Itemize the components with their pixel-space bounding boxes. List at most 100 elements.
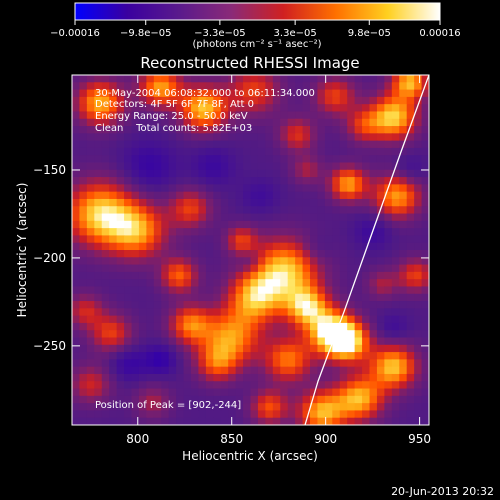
heatmap-cell: [339, 271, 348, 280]
heatmap-cell: [362, 169, 371, 178]
x-tick-label: 800: [126, 432, 149, 446]
heatmap-cell: [354, 104, 363, 113]
heatmap-cell: [72, 198, 81, 207]
heatmap-cell: [101, 228, 110, 237]
heatmap-cell: [421, 155, 429, 164]
heatmap-cell: [183, 235, 192, 244]
heatmap-cell: [235, 96, 244, 105]
heatmap-cell: [235, 140, 244, 149]
heatmap-cell: [138, 147, 147, 156]
heatmap-cell: [198, 381, 207, 390]
heatmap-cell: [183, 228, 192, 237]
heatmap-cell: [124, 242, 133, 251]
heatmap-cell: [101, 133, 110, 142]
heatmap-cell: [339, 330, 348, 339]
heatmap-cell: [280, 220, 289, 229]
heatmap-cell: [369, 279, 378, 288]
heatmap-cell: [220, 257, 229, 266]
heatmap-cell: [228, 126, 237, 134]
heatmap-cell: [295, 191, 304, 200]
heatmap-cell: [109, 111, 118, 120]
heatmap-cell: [79, 337, 88, 346]
heatmap-cell: [310, 118, 319, 127]
heatmap-cell: [347, 126, 356, 134]
heatmap-cell: [414, 403, 423, 412]
heatmap-cell: [198, 184, 207, 193]
heatmap-cell: [220, 89, 229, 98]
heatmap-cell: [302, 381, 311, 390]
heatmap-cell: [116, 147, 125, 156]
heatmap-cell: [310, 410, 319, 419]
heatmap-cell: [265, 301, 274, 309]
heatmap-cell: [421, 410, 429, 419]
heatmap-cell: [347, 330, 356, 339]
heatmap-cell: [250, 155, 259, 164]
heatmap-cell: [138, 162, 147, 171]
heatmap-cell: [317, 104, 326, 113]
heatmap-cell: [302, 206, 311, 215]
heatmap-cell: [205, 191, 214, 200]
heatmap-cell: [339, 89, 348, 98]
heatmap-cell: [198, 417, 207, 425]
heatmap-cell: [295, 118, 304, 127]
heatmap-cell: [153, 322, 162, 331]
heatmap-cell: [138, 250, 147, 258]
heatmap-cell: [168, 75, 177, 83]
heatmap-cell: [302, 322, 311, 331]
heatmap-cell: [205, 235, 214, 244]
heatmap-cell: [243, 373, 252, 382]
heatmap-cell: [228, 257, 237, 266]
heatmap-cell: [287, 118, 296, 127]
heatmap-cell: [295, 198, 304, 207]
heatmap-cell: [384, 111, 393, 120]
heatmap-cell: [183, 169, 192, 178]
heatmap-cell: [191, 198, 200, 207]
heatmap-cell: [347, 82, 356, 91]
heatmap-cell: [153, 111, 162, 120]
heatmap-cell: [205, 264, 214, 273]
heatmap-cell: [354, 381, 363, 390]
heatmap-cell: [332, 388, 341, 397]
heatmap-cell: [124, 410, 133, 419]
heatmap-cell: [79, 147, 88, 156]
heatmap-cell: [369, 213, 378, 222]
heatmap-cell: [243, 206, 252, 215]
heatmap-cell: [324, 82, 333, 91]
heatmap-cell: [124, 162, 133, 171]
heatmap-cell: [406, 337, 415, 346]
heatmap-cell: [183, 373, 192, 382]
heatmap-cell: [414, 330, 423, 339]
heatmap-cell: [228, 403, 237, 412]
heatmap-cell: [161, 301, 170, 309]
heatmap-cell: [362, 242, 371, 251]
heatmap-cell: [161, 177, 170, 185]
heatmap-cell: [198, 75, 207, 83]
heatmap-cell: [168, 198, 177, 207]
heatmap-cell: [146, 235, 155, 244]
heatmap-cell: [205, 373, 214, 382]
heatmap-cell: [257, 279, 266, 288]
heatmap-cell: [146, 417, 155, 425]
heatmap-cell: [183, 286, 192, 295]
header-line-4: Clean Total counts: 5.82E+03: [95, 123, 252, 134]
heatmap-cell: [354, 359, 363, 368]
heatmap-cell: [272, 352, 281, 360]
heatmap-cell: [235, 89, 244, 98]
heatmap-cell: [191, 220, 200, 229]
heatmap-cell: [406, 403, 415, 412]
heatmap-cell: [235, 118, 244, 127]
heatmap-cell: [257, 322, 266, 331]
heatmap-cell: [131, 96, 140, 105]
heatmap-cell: [116, 184, 125, 193]
heatmap-cell: [213, 264, 222, 273]
heatmap-cell: [116, 337, 125, 346]
heatmap-cell: [391, 147, 400, 156]
heatmap-cell: [94, 89, 103, 98]
heatmap-cell: [116, 206, 125, 215]
heatmap-cell: [391, 228, 400, 237]
heatmap-cell: [183, 118, 192, 127]
heatmap-cell: [302, 184, 311, 193]
heatmap-cell: [220, 308, 229, 317]
heatmap-cell: [124, 213, 133, 222]
heatmap-cell: [391, 206, 400, 215]
